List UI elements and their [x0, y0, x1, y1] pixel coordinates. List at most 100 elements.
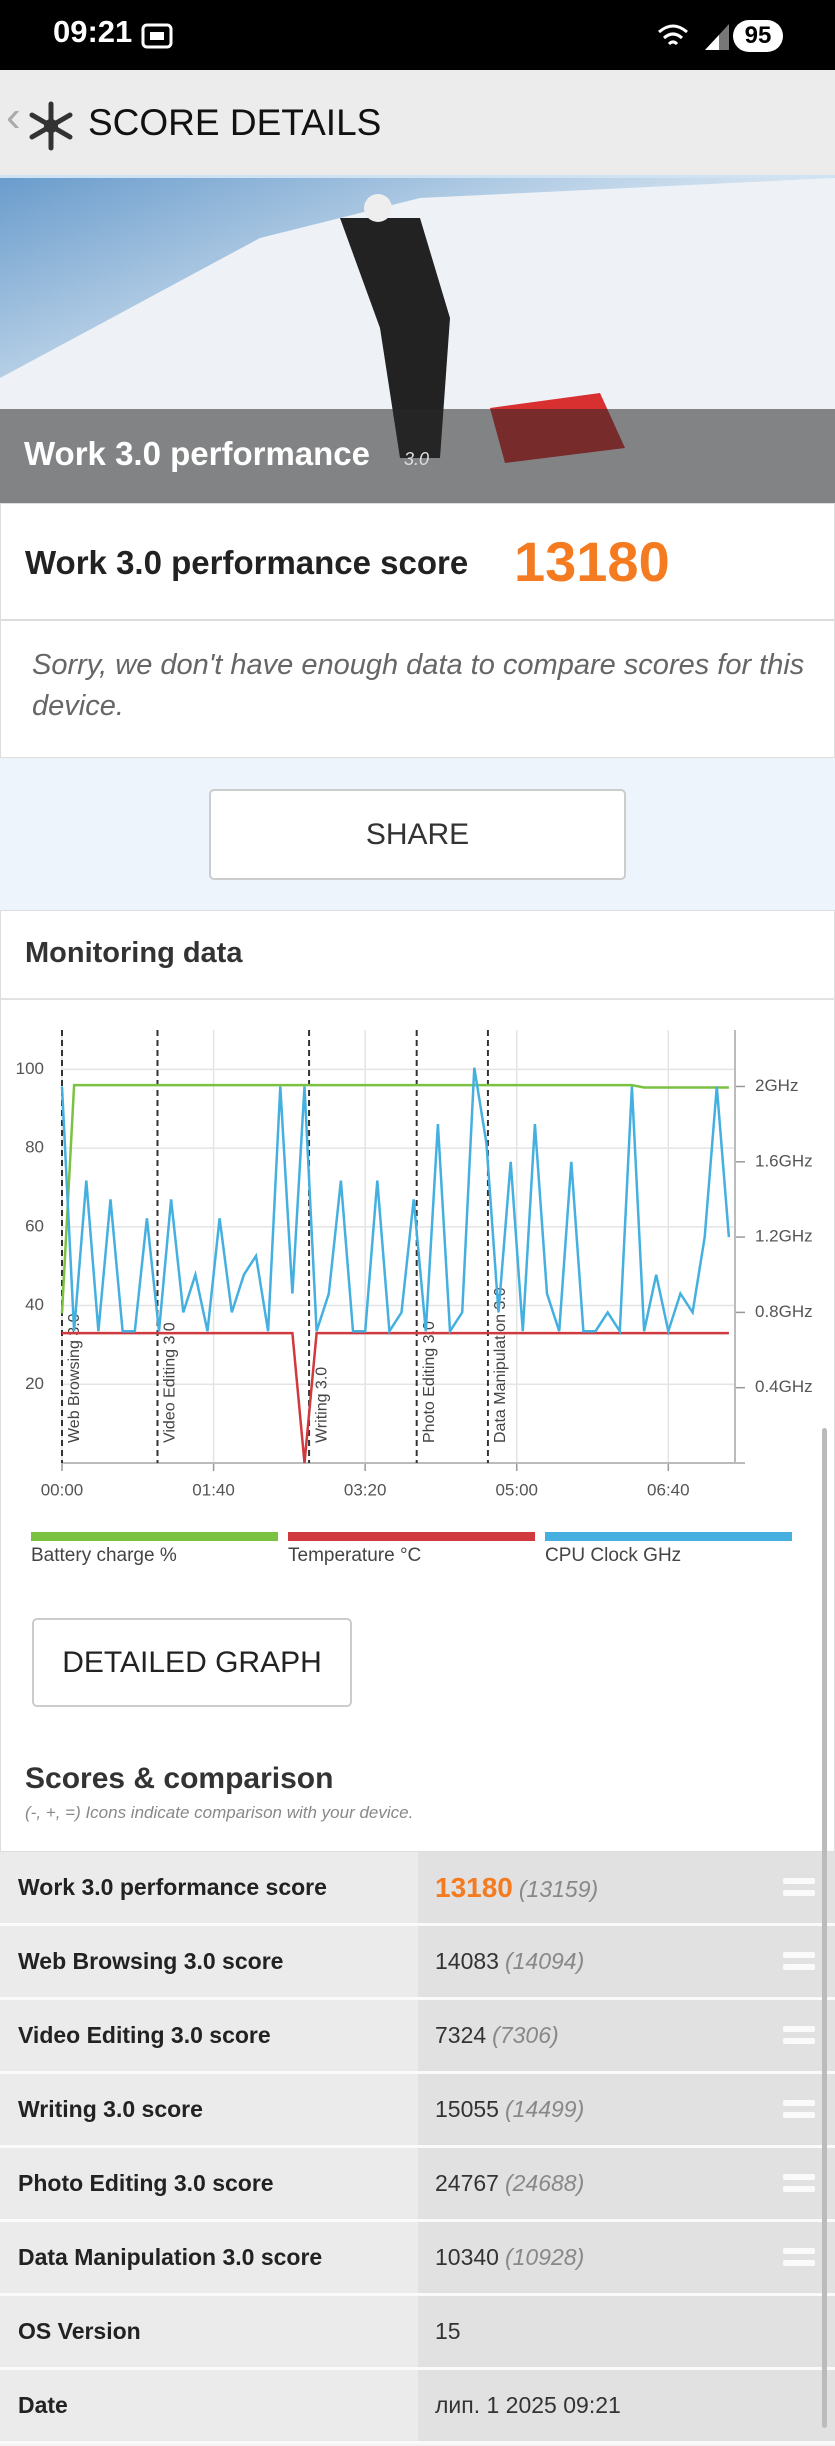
notice-box: Sorry, we don't have enough data to comp… [0, 620, 835, 758]
score-row: Photo Editing 3.0 score 24767 (24688) [0, 2148, 835, 2222]
share-button[interactable]: SHARE [209, 789, 626, 880]
comparison-value: (24688) [504, 2170, 585, 2196]
y2-tick-label: 2GHz [755, 1076, 798, 1095]
row-value: 7324 (7306) [435, 2000, 559, 2071]
phase-label: Data Manipulation 3.0 [492, 1287, 509, 1443]
row-label: Data Manipulation 3.0 score [18, 2244, 323, 2270]
score-row: Web Browsing 3.0 score 14083 (14094) [0, 1926, 835, 2000]
page-title: SCORE DETAILS [88, 102, 382, 143]
y2-tick-label: 1.2GHz [755, 1227, 813, 1246]
row-label: Web Browsing 3.0 score [18, 1948, 284, 1974]
equal-icon [783, 2038, 815, 2044]
equal-icon [783, 2174, 815, 2180]
score-row: Writing 3.0 score 15055 (14499) [0, 2074, 835, 2148]
score-row: Data Manipulation 3.0 score 10340 (10928) [0, 2222, 835, 2296]
equal-icon [783, 1890, 815, 1896]
row-value-cell: 7324 (7306) [418, 2000, 835, 2071]
comparison-value: (7306) [492, 2022, 559, 2048]
phase-label: Video Editing 3.0 [162, 1322, 179, 1443]
equal-icon [783, 2100, 815, 2106]
equal-icon [783, 2112, 815, 2118]
row-label: OS Version [18, 2318, 141, 2344]
row-value-cell: 15 [418, 2296, 835, 2367]
comparison-value: (10928) [504, 2244, 585, 2270]
comparison-value: (14094) [504, 1948, 585, 1974]
row-value-cell: 14083 (14094) [418, 1926, 835, 1997]
legend-label: Battery charge % [31, 1545, 177, 1566]
monitoring-title: Monitoring data [25, 937, 243, 969]
score-row: Work 3.0 performance score 13180 (13159) [0, 1852, 835, 1926]
equal-icon [783, 1964, 815, 1970]
clock: 09:21 [53, 14, 133, 49]
phase-label: Web Browsing 3.0 [66, 1313, 83, 1443]
screen-icon [141, 23, 173, 49]
hero-caption-band: Work 3.0 performance 3.0 [0, 409, 835, 503]
row-value: 13180 (13159) [435, 1852, 598, 1925]
y2-tick-label: 0.8GHz [755, 1302, 813, 1321]
row-value: 15055 (14499) [435, 2074, 584, 2145]
battery-level: 95 [733, 20, 783, 52]
row-value-cell: лип. 1 2025 09:21 [418, 2370, 835, 2441]
equal-icon [783, 1878, 815, 1884]
row-value: лип. 1 2025 09:21 [435, 2370, 621, 2441]
y2-tick-label: 1.6GHz [755, 1151, 813, 1170]
x-tick-label: 06:40 [647, 1480, 690, 1499]
row-label: Work 3.0 performance score [18, 1874, 327, 1900]
score-label: Work 3.0 performance score [25, 544, 469, 581]
hero-image: Work 3.0 performance 3.0 [0, 178, 835, 503]
equal-icon [783, 2186, 815, 2192]
row-value-cell: 10340 (10928) [418, 2222, 835, 2293]
y-tick-label: 80 [25, 1138, 44, 1157]
score-value: 13180 [435, 1872, 513, 1903]
share-area: SHARE [0, 758, 835, 910]
equal-icon [783, 2260, 815, 2266]
x-tick-label: 05:00 [495, 1480, 538, 1499]
equal-icon [783, 2026, 815, 2032]
score-row: OS Version 15 [0, 2296, 835, 2370]
comparison-value: (14499) [504, 2096, 585, 2122]
phase-label: Photo Editing 3.0 [421, 1321, 438, 1443]
phase-label: Writing 3.0 [313, 1367, 330, 1443]
y-tick-label: 40 [25, 1295, 44, 1314]
score-value: 7324 [435, 2022, 487, 2048]
comparison-value: (13159) [518, 1876, 599, 1902]
back-button[interactable]: ‹ [6, 92, 21, 141]
divider [1, 998, 835, 1000]
score-value: 24767 [435, 2170, 499, 2196]
hero-version: 3.0 [404, 449, 430, 469]
status-bar: 09:21 95 [0, 0, 835, 70]
row-label: Writing 3.0 score [18, 2096, 203, 2122]
score-row: Video Editing 3.0 score 7324 (7306) [0, 2000, 835, 2074]
row-label: Date [18, 2392, 68, 2418]
legend-swatch [31, 1532, 278, 1541]
score-value: 10340 [435, 2244, 499, 2270]
series-line [60, 1083, 729, 1314]
x-tick-label: 01:40 [192, 1480, 235, 1499]
score-value: 15 [435, 2318, 461, 2344]
x-tick-label: 03:20 [344, 1480, 387, 1499]
row-value-cell: 13180 (13159) [418, 1852, 835, 1923]
legend-swatch [288, 1532, 535, 1541]
y2-tick-label: 0.4GHz [755, 1377, 813, 1396]
notice-text: Sorry, we don't have enough data to comp… [32, 649, 805, 722]
row-value-cell: 15055 (14499) [418, 2074, 835, 2145]
scores-table: Work 3.0 performance score 13180 (13159) We… [0, 1852, 835, 2446]
app-logo [29, 101, 73, 151]
row-label: Photo Editing 3.0 score [18, 2170, 274, 2196]
scores-title: Scores & comparison [25, 1762, 334, 1795]
equal-icon [783, 2248, 815, 2254]
detailed-graph-button[interactable]: DETAILED GRAPH [32, 1618, 352, 1707]
row-value: 10340 (10928) [435, 2222, 584, 2293]
equal-icon [783, 1952, 815, 1958]
y-tick-label: 100 [16, 1059, 44, 1078]
signal-icons [658, 24, 729, 50]
score-value: 13180 [514, 530, 670, 593]
score-row: Date лип. 1 2025 09:21 [0, 2370, 835, 2444]
scores-subtitle: (-, +, =) Icons indicate comparison with… [25, 1803, 414, 1822]
legend-swatch [545, 1532, 792, 1541]
legend-label: CPU Clock GHz [545, 1545, 681, 1566]
series-line [60, 1067, 731, 1337]
row-value-cell: 24767 (24688) [418, 2148, 835, 2219]
series-line [62, 1331, 729, 1464]
